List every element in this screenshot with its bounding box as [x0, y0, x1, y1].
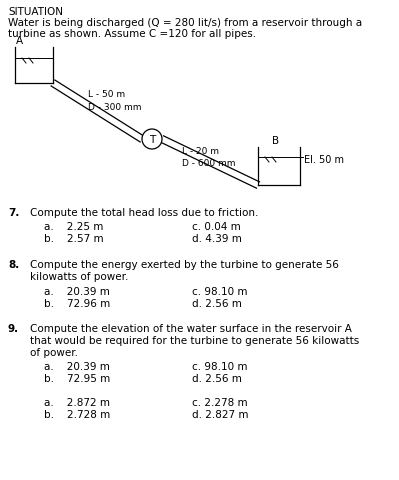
Text: b.    2.57 m: b. 2.57 m [44, 233, 104, 243]
Text: B: B [272, 136, 279, 146]
Text: T: T [149, 135, 155, 144]
Text: 8.: 8. [8, 260, 19, 269]
Text: a.    20.39 m: a. 20.39 m [44, 287, 110, 296]
Text: 7.: 7. [8, 207, 20, 217]
Text: b.    72.96 m: b. 72.96 m [44, 299, 110, 308]
Text: kilowatts of power.: kilowatts of power. [30, 271, 128, 281]
Text: d. 4.39 m: d. 4.39 m [192, 233, 242, 243]
Text: L - 50 m
D - 300 mm: L - 50 m D - 300 mm [87, 90, 141, 111]
Text: L - 20 m
D - 600 mm: L - 20 m D - 600 mm [182, 147, 235, 168]
Circle shape [142, 130, 162, 150]
Text: El. 50 m: El. 50 m [304, 155, 344, 165]
Text: SITUATION: SITUATION [8, 7, 63, 17]
Text: c. 98.10 m: c. 98.10 m [192, 361, 247, 371]
Text: d. 2.56 m: d. 2.56 m [192, 299, 242, 308]
Text: of power.: of power. [30, 347, 78, 357]
Text: Compute the energy exerted by the turbine to generate 56: Compute the energy exerted by the turbin… [30, 260, 339, 269]
Text: that would be required for the turbine to generate 56 kilowatts: that would be required for the turbine t… [30, 336, 359, 345]
Text: d. 2.56 m: d. 2.56 m [192, 373, 242, 383]
Text: b.    72.95 m: b. 72.95 m [44, 373, 110, 383]
Text: a.    2.25 m: a. 2.25 m [44, 222, 103, 231]
Text: 9.: 9. [8, 324, 19, 333]
Text: d. 2.827 m: d. 2.827 m [192, 409, 249, 419]
Text: c. 0.04 m: c. 0.04 m [192, 222, 241, 231]
Text: c. 2.278 m: c. 2.278 m [192, 397, 248, 407]
Text: Compute the total head loss due to friction.: Compute the total head loss due to frict… [30, 207, 259, 217]
Text: turbine as shown. Assume C =120 for all pipes.: turbine as shown. Assume C =120 for all … [8, 29, 256, 39]
Text: b.    2.728 m: b. 2.728 m [44, 409, 110, 419]
Text: Water is being discharged (Q = 280 lit/s) from a reservoir through a: Water is being discharged (Q = 280 lit/s… [8, 18, 362, 28]
Text: a.    20.39 m: a. 20.39 m [44, 361, 110, 371]
Text: c. 98.10 m: c. 98.10 m [192, 287, 247, 296]
Text: A: A [16, 36, 23, 46]
Text: a.    2.872 m: a. 2.872 m [44, 397, 110, 407]
Text: Compute the elevation of the water surface in the reservoir A: Compute the elevation of the water surfa… [30, 324, 352, 333]
